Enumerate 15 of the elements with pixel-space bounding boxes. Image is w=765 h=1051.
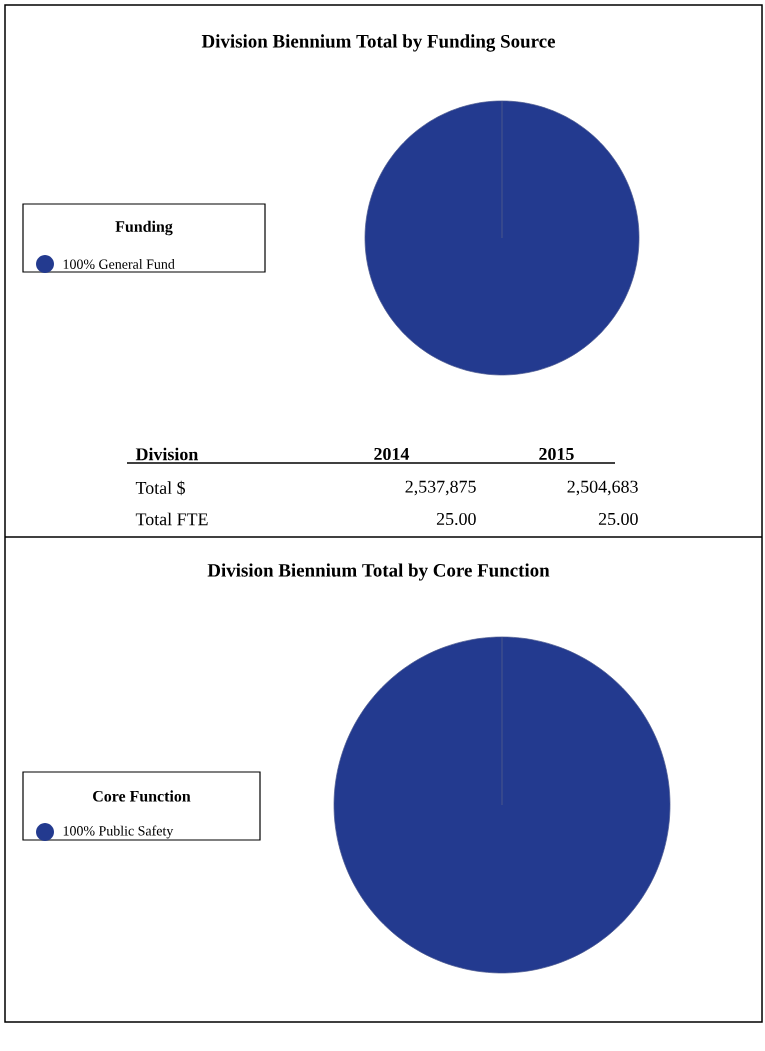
text: Total FTE <box>135 512 208 526</box>
text: 2,504,683 <box>567 480 638 496</box>
legend-title: Core Function <box>93 790 191 802</box>
text: 2,537,875 <box>405 480 476 496</box>
text: Total $ <box>135 480 186 496</box>
legend-label: 100% Public Safety <box>63 825 174 839</box>
text: 2015 <box>539 447 574 461</box>
chart-title: Division Biennium Total by Funding Source <box>201 34 556 52</box>
text: 25.00 <box>598 512 638 526</box>
text: 2014 <box>374 447 410 461</box>
text: Division <box>135 447 199 461</box>
chart-title: Division Biennium Total by Core Function <box>207 563 550 581</box>
text: 25.00 <box>436 512 476 526</box>
legend-title: Funding <box>115 220 173 236</box>
legend-label: 100% General Fund <box>63 259 175 269</box>
